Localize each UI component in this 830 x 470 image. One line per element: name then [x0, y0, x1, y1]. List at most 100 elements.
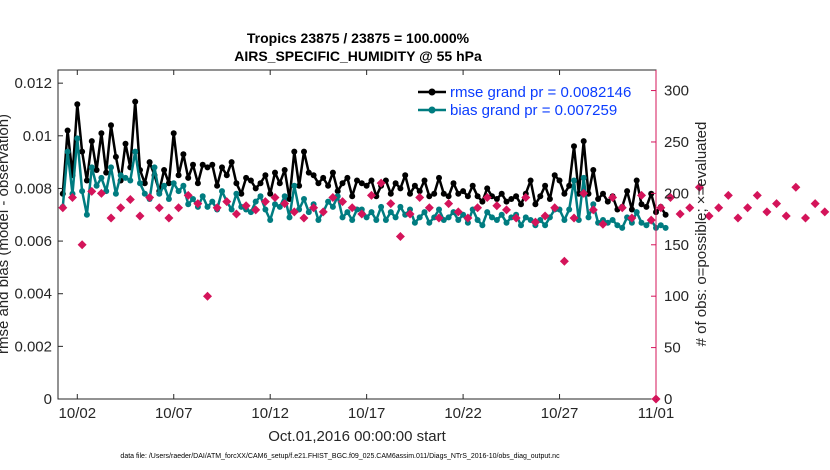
obs-count-point: [559, 256, 569, 266]
rmse-point: [542, 182, 549, 189]
obs-count-point: [58, 203, 68, 213]
rmse-point: [455, 190, 462, 197]
rmse-point: [199, 161, 206, 168]
rmse-point: [146, 159, 153, 166]
rmse-point: [252, 185, 259, 192]
rmse-point: [445, 193, 452, 200]
bias-point: [643, 222, 650, 229]
bias-point: [204, 203, 211, 210]
rmse-point: [98, 130, 105, 137]
rmse-point: [561, 190, 568, 197]
bias-point: [484, 209, 491, 216]
chart-title-line2: AIRS_SPECIFIC_HUMIDITY @ 55 hPa: [234, 48, 482, 64]
obs-count-point: [338, 197, 348, 207]
bias-point: [117, 172, 124, 179]
bias-point: [368, 209, 375, 216]
obs-count-point: [270, 192, 280, 202]
obs-count-point: [328, 192, 338, 202]
rmse-point: [450, 180, 457, 187]
rmse-point: [209, 161, 216, 168]
rmse-point: [74, 101, 81, 108]
bias-point: [662, 224, 669, 231]
obs-count-point: [714, 203, 724, 213]
bias-point: [291, 182, 298, 189]
bias-point: [180, 182, 187, 189]
rmse-point: [474, 193, 481, 200]
rmse-point: [460, 188, 467, 195]
rmse-point: [358, 180, 365, 187]
rmse-point: [571, 143, 577, 150]
rmse-point: [392, 180, 399, 187]
obs-count-point: [299, 213, 309, 223]
obs-count-point: [453, 207, 463, 217]
bias-point: [518, 222, 524, 229]
bias-point: [344, 209, 351, 216]
bias-point: [421, 209, 428, 216]
obs-count-point: [791, 182, 801, 192]
rmse-point: [88, 138, 95, 145]
y-left-tick-label: 0.006: [14, 233, 52, 250]
legend-bias-marker: [428, 106, 436, 114]
bias-point: [349, 217, 356, 223]
obs-count-point: [241, 201, 251, 211]
legend-rmse-label: rmse grand pr = 0.0082146: [450, 84, 631, 101]
rmse-point: [247, 177, 254, 184]
bias-point: [445, 214, 452, 221]
bias-point: [262, 206, 269, 213]
rmse-point: [325, 182, 332, 189]
rmse-point: [469, 182, 476, 189]
rmse-point: [595, 196, 602, 202]
rmse-point: [551, 172, 558, 179]
bias-point: [137, 180, 143, 187]
rmse-point: [93, 167, 100, 173]
obs-count-point: [164, 213, 174, 223]
bias-point: [628, 219, 635, 226]
data-file-footnote: data file: /Users/raeder/DAI/ATM_forcXX/…: [120, 453, 560, 460]
obs-count-point: [820, 207, 830, 217]
obs-count-point: [415, 192, 425, 202]
obs-count-point: [280, 199, 290, 209]
y-left-tick-label: 0.012: [14, 75, 52, 92]
y-right-tick-label: 100: [664, 288, 689, 305]
rmse-point: [301, 148, 307, 155]
bias-point: [382, 217, 389, 223]
obs-count-point: [598, 219, 608, 229]
bias-point: [315, 217, 322, 223]
obs-count-point: [511, 213, 521, 223]
bias-point: [373, 217, 380, 223]
bias-point: [416, 214, 423, 221]
rmse-point: [633, 177, 640, 184]
bias-point: [209, 198, 216, 205]
obs-count-point: [685, 203, 695, 213]
bias-point: [175, 188, 182, 195]
bias-point: [460, 211, 467, 218]
rmse-point: [296, 182, 303, 189]
obs-count-point: [473, 203, 483, 213]
rmse-point: [397, 185, 404, 192]
obs-count-point: [743, 203, 753, 213]
obs-count-point: [482, 192, 492, 202]
rmse-point: [402, 172, 409, 179]
bias-point: [580, 174, 587, 181]
rmse-point: [580, 138, 587, 145]
y-right-tick-label: 250: [664, 134, 689, 151]
obs-count-point: [289, 207, 299, 217]
x-axis: 10/02 10/07 10/12 10/17 10/22 10/27 11/01: [59, 70, 674, 422]
y-right-tick-label: 0: [664, 391, 672, 408]
rmse-series: [59, 98, 669, 218]
bias-point: [228, 206, 235, 213]
y-right-tick-label: 150: [664, 237, 689, 254]
obs-count-point: [781, 211, 791, 221]
rmse-point: [464, 193, 471, 200]
rmse-point: [190, 161, 196, 168]
rmse-point: [132, 98, 139, 105]
obs-count-point: [801, 213, 810, 223]
bias-point: [79, 188, 86, 195]
x-tick-label: 10/02: [59, 405, 97, 422]
bias-point: [614, 222, 621, 229]
obs-count-point: [77, 240, 87, 250]
bias-point: [281, 193, 288, 200]
bias-point: [657, 222, 664, 229]
legend-rmse-marker: [428, 88, 436, 96]
rmse-point: [339, 180, 346, 187]
